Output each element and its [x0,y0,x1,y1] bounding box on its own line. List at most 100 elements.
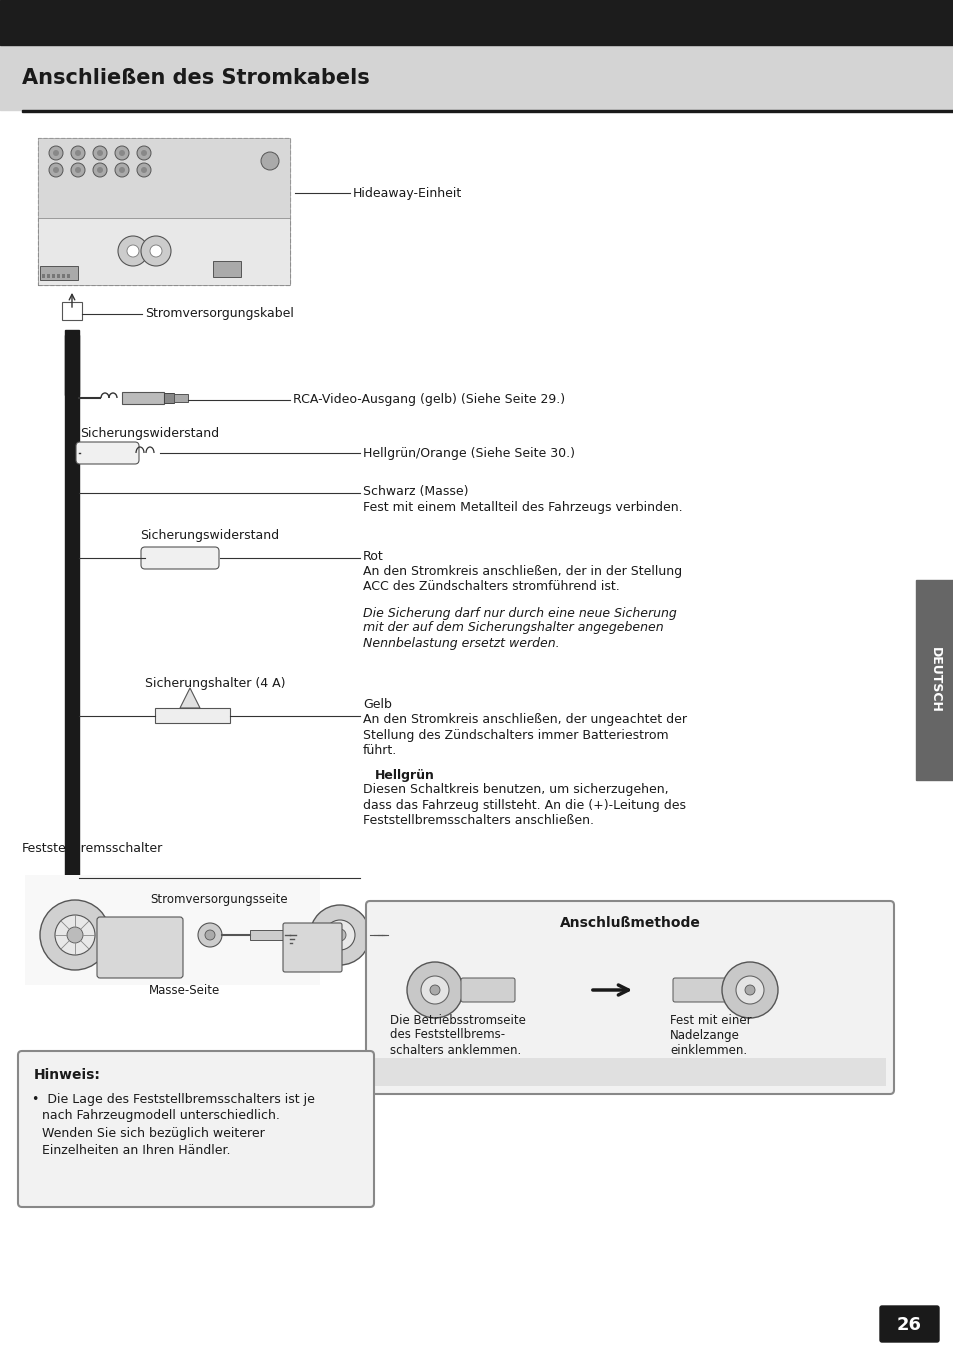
Circle shape [97,150,103,156]
Circle shape [407,962,462,1018]
Circle shape [334,930,346,940]
Text: einklemmen.: einklemmen. [669,1043,746,1057]
Text: Anschlußmethode: Anschlußmethode [559,916,700,930]
Circle shape [75,167,81,173]
Circle shape [67,927,83,943]
Text: Wenden Sie sich bezüglich weiterer: Wenden Sie sich bezüglich weiterer [42,1126,265,1140]
Circle shape [127,245,139,257]
Bar [0,45,953,110]
Circle shape [53,150,59,156]
Text: Einzelheiten an Ihren Händler.: Einzelheiten an Ihren Händler. [42,1144,231,1157]
Circle shape [721,962,778,1018]
Bar [0,0,953,45]
Text: Feststellbremsschalters anschließen.: Feststellbremsschalters anschließen. [363,813,594,827]
Bar [374,1058,885,1085]
Text: Stromversorgungsseite: Stromversorgungsseite [150,893,287,906]
Text: nach Fahrzeugmodell unterschiedlich.: nach Fahrzeugmodell unterschiedlich. [42,1110,279,1122]
Circle shape [71,146,85,160]
Text: Fest mit einem Metallteil des Fahrzeugs verbinden.: Fest mit einem Metallteil des Fahrzeugs … [363,500,682,514]
Text: Anschließen des Stromkabels: Anschließen des Stromkabels [22,68,370,88]
Circle shape [119,167,125,173]
Text: An den Stromkreis anschließen, der in der Stellung: An den Stromkreis anschließen, der in de… [363,565,681,579]
Text: Schwarz (Masse): Schwarz (Masse) [363,485,468,497]
Circle shape [261,152,278,169]
Text: Masse-Seite: Masse-Seite [150,984,220,996]
Polygon shape [180,688,200,709]
Circle shape [141,150,147,156]
Text: führt.: führt. [363,744,396,756]
Bar [65,331,79,959]
Text: Hellgrün/Orange (Siehe Seite 30.): Hellgrün/Orange (Siehe Seite 30.) [363,447,575,459]
Circle shape [53,167,59,173]
Text: Fest mit einer: Fest mit einer [669,1014,751,1027]
Circle shape [49,146,63,160]
Text: mit der auf dem Sicherungshalter angegebenen: mit der auf dem Sicherungshalter angegeb… [363,622,663,634]
Text: Stromversorgungskabel: Stromversorgungskabel [145,308,294,321]
Text: •  Die Lage des Feststellbremsschalters ist je: • Die Lage des Feststellbremsschalters i… [32,1092,314,1106]
Bar [65,335,79,396]
FancyBboxPatch shape [97,917,183,978]
Text: Sicherungswiderstand: Sicherungswiderstand [80,427,219,439]
FancyBboxPatch shape [283,923,341,972]
Bar [164,393,173,402]
Text: Hinweis:: Hinweis: [34,1068,101,1083]
FancyBboxPatch shape [672,978,726,1001]
Circle shape [118,236,148,266]
Circle shape [92,146,107,160]
Circle shape [310,905,370,965]
FancyBboxPatch shape [18,1051,374,1207]
Text: Nadelzange: Nadelzange [669,1028,740,1042]
Circle shape [119,150,125,156]
Text: des Feststellbrems-: des Feststellbrems- [390,1028,504,1042]
Circle shape [137,163,151,178]
Circle shape [325,920,355,950]
Circle shape [137,146,151,160]
Bar [38,218,290,285]
FancyBboxPatch shape [879,1306,938,1341]
Text: Sicherungswiderstand: Sicherungswiderstand [140,528,279,542]
Text: Rot: Rot [363,550,383,562]
Circle shape [115,146,129,160]
Text: 26: 26 [896,1316,921,1335]
Text: Gelb: Gelb [363,698,392,710]
Bar [52,274,55,278]
Circle shape [735,976,763,1004]
Circle shape [71,163,85,178]
Circle shape [75,150,81,156]
Text: Die Betriebsstromseite: Die Betriebsstromseite [390,1014,525,1027]
Circle shape [205,930,214,940]
Bar [173,394,188,402]
FancyBboxPatch shape [141,547,219,569]
Text: DEUTSCH: DEUTSCH [927,648,941,713]
Text: Hellgrün: Hellgrün [375,768,435,782]
FancyBboxPatch shape [38,138,290,285]
Circle shape [141,167,147,173]
Text: Stellung des Zündschalters immer Batteriestrom: Stellung des Zündschalters immer Batteri… [363,729,668,741]
Bar [915,580,953,780]
Bar [22,110,953,112]
Bar [25,875,319,985]
Text: schalters anklemmen.: schalters anklemmen. [390,1043,520,1057]
Circle shape [744,985,754,995]
Circle shape [141,236,171,266]
Text: Feststellbremsschalter: Feststellbremsschalter [22,841,163,855]
Circle shape [55,915,95,955]
Circle shape [150,245,162,257]
Text: RCA-Video-Ausgang (gelb) (Siehe Seite 29.): RCA-Video-Ausgang (gelb) (Siehe Seite 29… [293,393,564,406]
Bar [57,274,60,278]
Text: An den Stromkreis anschließen, der ungeachtet der: An den Stromkreis anschließen, der ungea… [363,714,686,726]
Text: Diesen Schaltkreis benutzen, um sicherzugehen,: Diesen Schaltkreis benutzen, um sicherzu… [363,783,668,797]
Bar [250,930,285,940]
Circle shape [92,163,107,178]
Text: Hideaway-Einheit: Hideaway-Einheit [353,187,462,199]
Circle shape [198,923,222,947]
Bar [122,392,164,404]
FancyBboxPatch shape [366,901,893,1093]
Bar [62,274,65,278]
FancyBboxPatch shape [460,978,515,1001]
Circle shape [97,167,103,173]
Bar [67,274,70,278]
Circle shape [420,976,449,1004]
Bar [213,262,241,276]
Bar [154,709,230,724]
